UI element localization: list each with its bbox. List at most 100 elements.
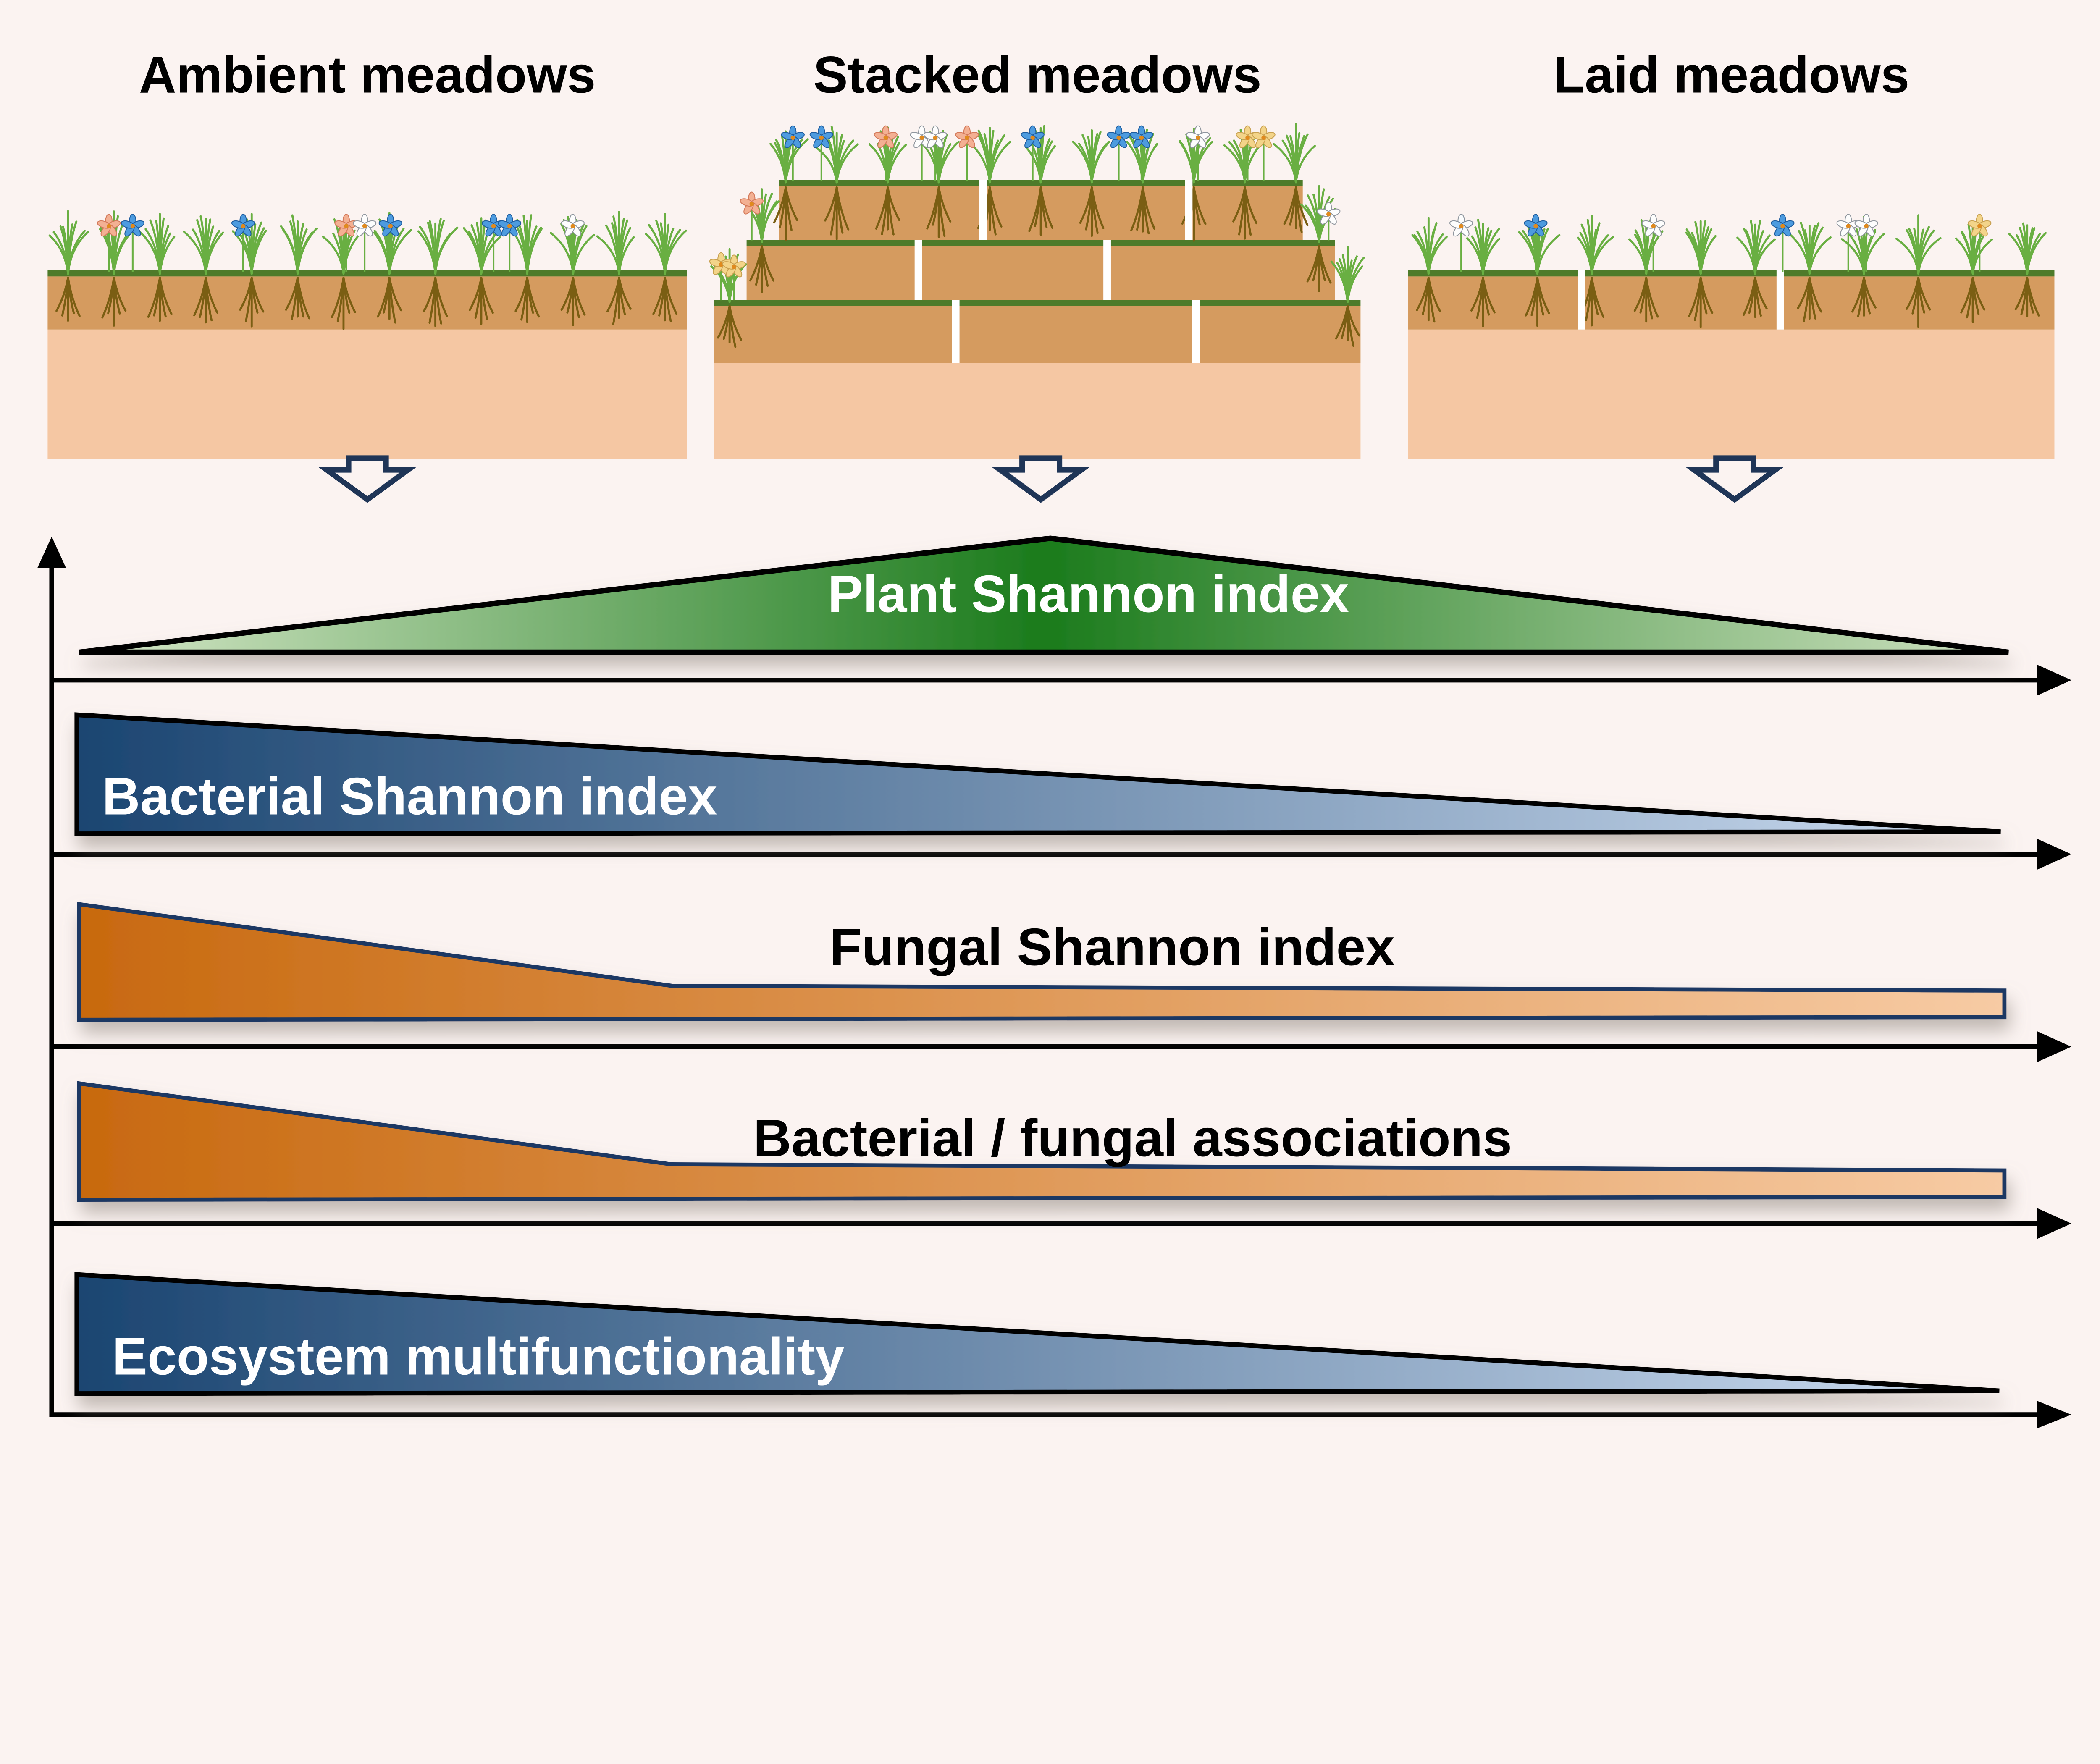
bacterial-shannon-label: Bacterial Shannon index <box>102 767 717 826</box>
band-fungal-shannon: Fungal Shannon index <box>77 902 2007 1022</box>
flower-white <box>1317 202 1341 241</box>
roots <box>1335 305 1360 347</box>
flower-yellow <box>1968 214 1992 272</box>
flower-salmon <box>97 214 121 272</box>
subsoil <box>1408 329 2055 459</box>
x-axis-arrow-icon-1 <box>2037 665 2071 696</box>
meadow-illustration-stacked <box>709 123 1365 459</box>
flower-salmon <box>955 125 979 181</box>
flower-blue <box>498 214 522 272</box>
grass-tuft <box>1787 222 1832 275</box>
flower-white <box>1641 214 1665 272</box>
flower-blue <box>121 214 145 272</box>
grass-tuft <box>1411 217 1448 275</box>
down-arrow-icon-ambient <box>318 455 416 503</box>
x-axis-arrow-icon-2 <box>2037 839 2071 870</box>
x-axis-arrow-icon-3 <box>2037 1031 2071 1062</box>
roots <box>331 277 356 330</box>
grass-tuft <box>1577 215 1614 275</box>
turf-gap <box>979 180 987 240</box>
turf-block <box>47 276 687 330</box>
flower-blue <box>1021 125 1045 181</box>
turf-strip <box>1408 270 2055 277</box>
turf-gap <box>952 300 960 363</box>
turf-strip <box>47 270 687 277</box>
grass-tuft <box>1736 220 1776 275</box>
roots <box>560 277 586 327</box>
roots <box>1232 186 1258 240</box>
turf-gap <box>1185 180 1193 240</box>
roots <box>1079 186 1105 237</box>
down-arrows <box>318 455 1784 503</box>
turf-gap <box>1103 240 1111 300</box>
y-axis-arrow-icon <box>37 536 66 568</box>
grass-tuft <box>645 213 687 275</box>
flower-salmon <box>874 125 898 181</box>
axes <box>37 536 2071 1428</box>
flower-yellow <box>1252 125 1276 181</box>
meadow-diagram: Ambient meadows Stacked meadows Laid mea… <box>37 46 2071 1428</box>
flower-blue <box>481 214 506 272</box>
bacterial-fungal-associations-label: Bacterial / fungal associations <box>753 1108 1512 1167</box>
subsoil <box>47 329 687 459</box>
roots <box>1416 277 1441 323</box>
roots <box>514 277 540 323</box>
roots <box>423 277 448 328</box>
turf-block <box>746 246 1335 300</box>
grass-tuft <box>183 215 224 275</box>
roots <box>1851 277 1877 317</box>
roots <box>1906 277 1931 328</box>
roots <box>717 305 743 348</box>
grass-tuft <box>1072 129 1110 184</box>
roots <box>2014 277 2040 317</box>
roots <box>147 277 173 322</box>
roots <box>193 277 218 324</box>
turf-gap <box>1776 270 1784 330</box>
bacterial-shannon-wedge <box>74 712 2001 836</box>
turf-gap <box>914 240 922 300</box>
roots <box>468 277 494 325</box>
grass-tuft <box>417 218 459 275</box>
band-bacterial-shannon: Bacterial Shannon index <box>74 712 2001 836</box>
roots <box>652 277 678 322</box>
roots <box>1960 277 1986 323</box>
down-arrow-icon-stacked <box>992 455 1090 503</box>
grass-tuft <box>968 126 1011 184</box>
roots <box>239 277 265 328</box>
roots <box>606 277 632 325</box>
flower-blue <box>1107 125 1131 181</box>
subsoil <box>714 363 1361 459</box>
x-axis-arrow-icon-5 <box>2037 1401 2071 1428</box>
grass-tuft <box>510 214 543 275</box>
plant-shannon-label: Plant Shannon index <box>828 564 1349 624</box>
flower-white <box>353 214 377 272</box>
bacterial-fungal-associations-wedge <box>77 1081 2007 1202</box>
roots <box>377 277 402 324</box>
roots <box>1797 277 1822 322</box>
grass-tuft <box>1685 220 1717 275</box>
grass-tuft <box>139 213 176 275</box>
grass-tuft <box>596 211 635 275</box>
panel-title-laid: Laid meadows <box>1553 46 1909 104</box>
roots <box>1130 186 1156 235</box>
flower-blue <box>231 214 255 272</box>
grass-tuft <box>1273 123 1316 184</box>
band-plant-shannon: Plant Shannon index <box>79 535 2009 655</box>
grass-tuft <box>2008 222 2047 275</box>
flower-yellow <box>722 254 746 301</box>
plant-shannon-wedge <box>79 535 2009 655</box>
flower-blue <box>378 214 402 272</box>
band-bacterial-fungal-associations: Bacterial / fungal associations <box>77 1081 2007 1202</box>
flower-white <box>1854 214 1878 272</box>
trend-bands: Plant Shannon index Bacterial Shannon in… <box>74 535 2009 1396</box>
roots <box>1028 186 1054 236</box>
panel-title-stacked: Stacked meadows <box>813 46 1261 104</box>
flower-white <box>1449 214 1473 272</box>
roots <box>1742 277 1768 318</box>
ecosystem-multifunctionality-wedge <box>74 1272 2000 1396</box>
roots <box>1688 277 1714 328</box>
flower-blue <box>1524 214 1548 272</box>
grass-tuft <box>1895 214 1942 275</box>
figure-wrap: Ambient meadows Stacked meadows Laid mea… <box>37 46 2071 1428</box>
roots <box>926 186 952 239</box>
